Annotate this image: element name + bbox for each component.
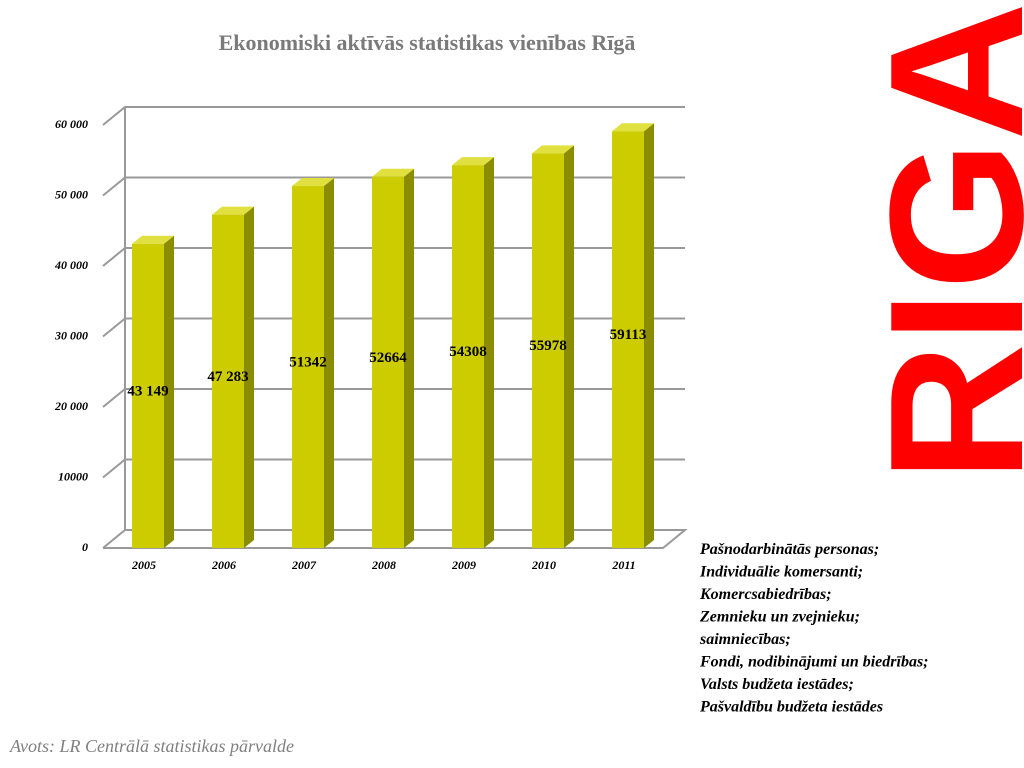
grid-line: [102, 317, 685, 338]
note: Fondi, nodibinājumi un biedrības;: [699, 654, 929, 671]
bar-front: [532, 153, 564, 548]
bar-top: [372, 168, 414, 177]
bar-top: [532, 145, 574, 154]
x-tick-label: 2007: [291, 558, 317, 572]
bar-front: [292, 186, 324, 549]
x-tick-label: 2010: [531, 558, 556, 572]
bar-side: [644, 123, 654, 548]
bar-top: [212, 206, 254, 215]
note: Individuālie komersanti;: [699, 564, 863, 581]
grid-line: [102, 458, 685, 479]
y-tick-label: 30 000: [54, 328, 88, 342]
bar-front: [212, 214, 244, 548]
bar: [612, 123, 654, 548]
value-label: 47 283: [207, 369, 248, 385]
bar-side: [404, 168, 414, 548]
note: Komercsabiedrības;: [699, 586, 832, 603]
bar: [292, 178, 334, 549]
x-tick-label: 2005: [131, 558, 156, 572]
logo: RIGA: [851, 2, 1024, 482]
bar-top: [132, 235, 174, 244]
x-tick-label: 2008: [371, 558, 396, 572]
y-tick-label: 10000: [58, 469, 88, 483]
grid-line: [102, 106, 685, 126]
grid-line: [102, 247, 685, 267]
bar-side: [564, 145, 574, 548]
bar: [372, 168, 414, 548]
x-tick-label: 2011: [611, 558, 635, 572]
bar: [212, 206, 254, 548]
bar: [452, 157, 494, 548]
y-tick-label: 50 000: [55, 187, 88, 201]
source: Avots: LR Centrālā statistikas pārvalde: [9, 736, 294, 756]
value-label: 55978: [529, 338, 567, 354]
value-label: 54308: [449, 344, 487, 360]
value-label: 59113: [610, 327, 647, 343]
y-tick-label: 40 000: [54, 258, 88, 272]
bar-front: [372, 176, 404, 548]
bar-front: [612, 131, 644, 548]
x-tick-label: 2009: [451, 558, 476, 572]
bar-side: [244, 206, 254, 548]
note: Valsts budžeta iestādes;: [700, 676, 854, 693]
bar-side: [484, 157, 494, 548]
y-tick-label: 60 000: [55, 117, 88, 131]
bar-top: [452, 157, 494, 166]
bar-top: [612, 123, 654, 132]
bar-front: [452, 165, 484, 548]
value-label: 52664: [369, 350, 407, 366]
grid-line: [102, 176, 685, 197]
y-tick-label: 0: [82, 540, 88, 554]
y-tick-label: 20 000: [54, 399, 88, 413]
note: saimniecības;: [699, 631, 791, 648]
x-tick-label: 2006: [211, 558, 236, 572]
note: Pašvaldību budžeta iestādes: [699, 699, 883, 716]
value-label: 43 149: [127, 383, 168, 399]
bar-side: [164, 235, 174, 548]
note: Zemnieku un zvejnieku;: [699, 609, 860, 626]
bar-top: [292, 178, 334, 187]
bar: [132, 235, 174, 548]
chart-title: Ekonomiski aktīvās statistikas vienības …: [219, 30, 636, 55]
note: Pašnodarbinātās personas;: [699, 541, 879, 558]
value-label: 51342: [289, 354, 327, 370]
bar-side: [324, 178, 334, 549]
grid-line: [102, 388, 685, 408]
bar-front: [132, 243, 164, 548]
bar: [532, 145, 574, 548]
